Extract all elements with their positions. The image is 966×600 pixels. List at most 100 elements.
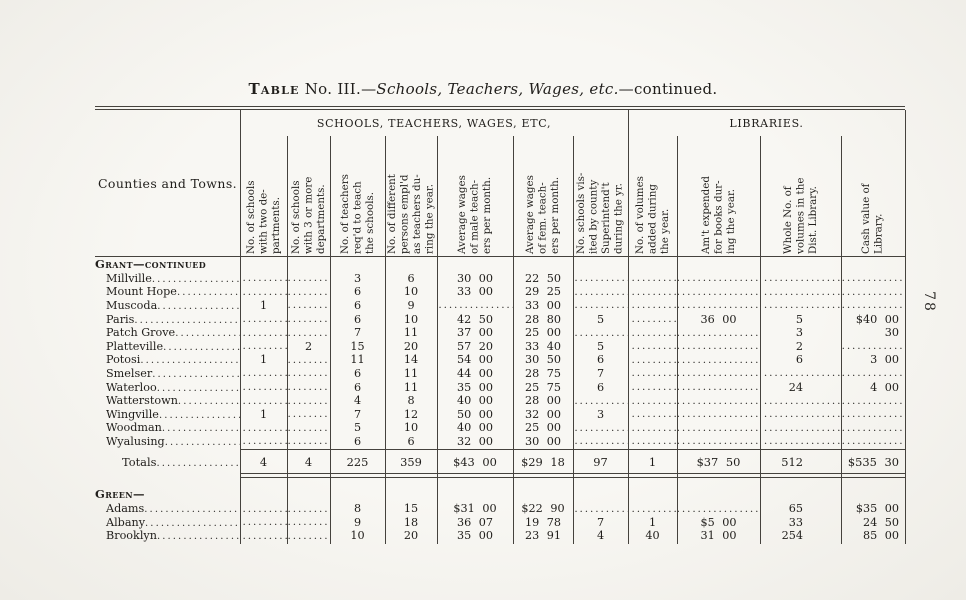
table-cell: 6 <box>353 298 362 312</box>
table-cell <box>437 299 513 313</box>
table-cell: 37 00 <box>456 326 494 340</box>
table-cell: 40 <box>645 529 660 543</box>
table-cell: 6 <box>795 353 803 367</box>
table-row: Adams 8 15 $31 00 $22 90 65 $35 00 <box>95 502 905 516</box>
column-header-text: Cash value of Library. <box>860 183 885 254</box>
grid-line <box>385 136 386 544</box>
table-cell <box>677 257 760 272</box>
table-cell <box>240 272 287 286</box>
town-name: Potosi <box>106 353 141 367</box>
table-cell <box>287 407 330 421</box>
table-cell: 32 00 <box>524 407 562 421</box>
table-cell: 5 <box>596 339 605 353</box>
section-label-cell: Green— <box>95 487 240 501</box>
table-row: Albany 9 18 36 07 19 78 7 1 $5 00 33 24 50 <box>95 515 905 529</box>
dot-leader <box>177 287 240 298</box>
table-cell: 3 <box>353 271 362 285</box>
table-cell <box>628 285 677 299</box>
table-cell <box>287 272 330 286</box>
table-cell: 28 00 <box>524 394 562 408</box>
totals-label-cell: Totals <box>95 455 240 469</box>
table-cell: $29 18 <box>521 455 565 470</box>
table-cell: 30 <box>884 326 899 340</box>
column-header-text: No. schools vis- ited by county Superint… <box>575 172 626 254</box>
table-cell <box>240 380 287 394</box>
grid-line <box>841 136 842 544</box>
table-cell <box>573 272 628 286</box>
table-cell <box>573 394 628 408</box>
grid-line <box>760 136 761 544</box>
town-name: Mount Hope <box>106 285 177 299</box>
table-cell <box>760 435 841 449</box>
table-cell <box>240 285 287 299</box>
table-cell: 25 75 <box>524 380 562 394</box>
table-row: Smelser 6 11 44 00 28 75 7 <box>95 367 905 381</box>
row-label-cell: Brooklyn <box>95 529 240 542</box>
table-cell: 5 <box>596 312 605 326</box>
dot-leader <box>157 383 240 394</box>
table-cell <box>841 394 905 408</box>
table-cell <box>677 339 760 353</box>
row-label-cell: Potosi <box>95 353 240 366</box>
row-label-cell: Patch Grove <box>95 326 240 339</box>
table-cell: 33 40 <box>524 339 562 353</box>
table-cell: 30 00 <box>456 271 494 285</box>
table-cell: 29 25 <box>524 285 562 299</box>
dot-leader <box>152 274 240 285</box>
dot-leader <box>163 342 240 353</box>
table-header: Counties and Towns. SCHOOLS, TEACHERS, W… <box>95 110 905 257</box>
table-cell <box>240 326 287 340</box>
table-cell <box>628 353 677 367</box>
table-cell: $31 00 <box>453 502 497 516</box>
table-cell: $37 50 <box>696 455 741 470</box>
dot-leader <box>175 328 240 339</box>
table-cell <box>628 339 677 353</box>
table-cell <box>287 367 330 381</box>
dot-leader <box>157 301 240 312</box>
table-cell: 36 07 <box>456 515 494 529</box>
table-cell: 28 75 <box>524 366 562 380</box>
column-header-schools-three-depts: No. of schools with 3 or more department… <box>287 135 330 256</box>
row-label-cell: Woodman <box>95 421 240 434</box>
table-cell: 2 <box>304 339 313 353</box>
table-cell: 7 <box>353 326 362 340</box>
table-cell: 7 <box>596 515 605 529</box>
libraries-group-columns: No. of volumes added during the year. Am… <box>628 135 905 256</box>
table-cell <box>287 257 330 272</box>
table-cell: 9 <box>353 515 362 529</box>
table-cell <box>287 380 330 394</box>
section-label: Green— <box>95 487 145 502</box>
table-cell: 33 <box>788 515 803 529</box>
column-header-text: Average wages of male teach- ers per mon… <box>456 175 494 254</box>
column-header-amount-expended: Am't expended for books dur- ing the yea… <box>677 135 760 256</box>
table-cell <box>677 299 760 313</box>
row-label-cell: Mount Hope <box>95 285 240 298</box>
table-cell <box>240 529 287 543</box>
column-header-text: No. of volumes added during the year. <box>633 176 671 254</box>
row-label-cell: Muscoda <box>95 299 240 312</box>
table-cell: 11 <box>350 353 365 367</box>
table-cell <box>841 435 905 449</box>
column-header-text: No. of schools with 3 or more department… <box>289 176 327 254</box>
page-number: 78 <box>921 291 937 313</box>
table-cell: 40 00 <box>456 394 494 408</box>
table-cell: 1 <box>648 515 657 529</box>
table-cell: 10 <box>403 421 419 435</box>
column-header-persons-employed: No. of different persons empl'd as teach… <box>385 135 437 256</box>
section-header-row: Grant—continued <box>95 257 905 272</box>
table-row: Muscoda 1 6 9 33 00 <box>95 299 905 313</box>
table-cell: $5 00 <box>700 515 737 529</box>
table-cell <box>240 394 287 408</box>
grid-line <box>573 136 574 544</box>
table-cell: 31 00 <box>700 529 737 543</box>
table-cell: $40 00 <box>855 312 899 326</box>
table-cell: 33 00 <box>456 285 494 299</box>
town-name: Millville <box>106 271 152 285</box>
table-cell <box>677 367 760 381</box>
dot-leader <box>156 458 240 469</box>
table-cell <box>240 257 287 272</box>
libraries-group-header: LIBRARIES. No. of volumes added during t… <box>628 110 905 256</box>
table-cell <box>513 487 573 502</box>
dot-leader <box>145 518 240 529</box>
totals-row: Totals 4 4 225 359 $43 00 $29 18 97 1 $37 50 512 $5… <box>95 451 905 473</box>
